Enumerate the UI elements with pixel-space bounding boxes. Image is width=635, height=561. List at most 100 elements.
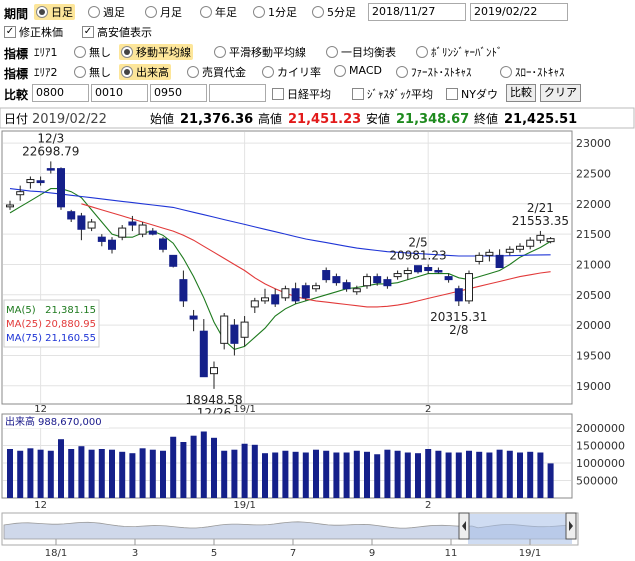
navigator-tick-label: 7 [290,548,296,559]
period-weekly-radio[interactable]: 週足 [88,4,125,20]
ind2-turnover-radio[interactable]: 売買代金 [187,64,246,80]
navigator-selection[interactable] [468,514,572,544]
volume-bar [425,449,432,498]
nydow-checkbox[interactable]: NYダウ [446,86,498,102]
ind2-deviation-radio[interactable]: カイリ率 [262,64,321,80]
candle [536,234,545,241]
stock-chart: 日付 2019/02/22 始値 21,376.36 高値 21,451.23 … [0,107,635,559]
navigator-right-handle[interactable] [565,512,577,540]
annotation-label: 2/5 [408,236,427,250]
annotation-label: 21553.35 [512,214,569,228]
ind2-none-radio[interactable]: 無し [74,64,111,80]
ind2-macd-radio[interactable]: MACD [334,64,382,77]
annotation-label: 18948.58 [185,393,242,407]
chart-header [0,107,635,129]
indicator2-label: 指標 [4,67,29,81]
ma25-legend-label: MA(25) [6,319,42,330]
volume-bar [98,449,105,498]
candle [148,230,157,235]
clear-button[interactable]: クリア [540,84,581,102]
volume-tick-label: 500000 [576,475,618,488]
candle [210,367,218,375]
adjusted-price-checkbox[interactable]: ✓ 修正株価 [4,26,63,39]
ma5-legend-value: 21,381.15 [45,305,96,316]
annotation-label: 2/8 [449,323,468,337]
candle [454,288,463,302]
period-daily-radio[interactable]: 日足 [34,4,75,20]
candle [57,168,65,208]
volume-bar [506,450,513,498]
candle [526,239,535,247]
period-1min-radio[interactable]: 1分足 [253,4,297,20]
volume-bar [149,449,156,498]
volume-bar [302,452,309,498]
nikkei-checkbox[interactable]: 日経平均 [272,86,331,102]
candle [199,330,208,378]
candle [159,238,167,250]
date-from-input[interactable]: 2018/11/27 [368,3,466,21]
candle [261,297,269,302]
ma-line-MA(5) [9,188,551,351]
candle [363,276,371,287]
volume-bar [333,452,340,498]
compare-code-1[interactable]: 0800 [32,84,89,102]
period-monthly-radio[interactable]: 月足 [145,4,182,20]
price-tick-label: 19500 [576,349,611,362]
ind2-fast-stoch-radio[interactable]: ﾌｧｰｽﾄ･ｽﾄｷｬｽ [396,64,472,80]
compare-code-3[interactable]: 0950 [150,84,207,102]
price-tick-label: 19000 [576,380,611,393]
volume-bar [486,452,493,498]
candle [169,254,178,267]
ind1-none-radio[interactable]: 無し [74,44,111,60]
header-close-label: 終値 [474,111,498,126]
volume-bar [445,452,452,498]
ind1-bollinger-radio[interactable]: ﾎﾞﾘﾝｼﾞｬｰﾊﾞﾝﾄﾞ [416,44,503,60]
candle [16,191,25,196]
candle [240,321,249,338]
indicator1-row: 指標 ｴﾘｱ1 無し 移動平均線 平滑移動平均線 一目均衡表 ﾎﾞﾘﾝｼﾞｬｰﾊ… [0,42,635,62]
volume-bar [47,450,54,498]
navigator-left-handle[interactable] [458,512,470,540]
ma-legend [3,299,100,348]
volume-bar [323,450,330,498]
candle [546,238,555,243]
volume-axis: 500000 1000000 1500000 2000000 [576,422,625,488]
volume-x-tick-label: 12 [34,500,47,511]
header-date: 2019/02/22 [32,112,107,127]
ind2-slow-stoch-radio[interactable]: ｽﾛｰ･ｽﾄｷｬｽ [500,64,565,80]
price-tick-label: 21000 [576,258,611,271]
highlow-checkbox[interactable]: ✓ 高安値表示 [82,26,152,39]
candle [189,315,198,320]
price-x-tick-label: 19/1 [233,404,255,415]
price-axis: 19000 19500 20000 20500 21000 21500 22000 22500… [576,137,611,393]
volume-bar [292,451,299,498]
ind1-ma-radio[interactable]: 移動平均線 [119,44,193,60]
candle [475,254,484,262]
volume-x-tick-label: 2 [425,500,431,511]
header-low: 21,348.67 [396,112,469,127]
candle [424,267,433,272]
candle [128,221,137,226]
volume-bar [262,453,268,498]
volume-bar [251,444,258,498]
compare-code-2[interactable]: 0010 [91,84,148,102]
ind1-ema-radio[interactable]: 平滑移動平均線 [214,44,306,60]
ind2-volume-radio[interactable]: 出来高 [119,64,171,80]
volume-bar [394,450,401,498]
volume-bar [517,452,523,498]
period-label: 期間 [4,7,29,21]
navigator-tick-label: 9 [369,548,375,559]
price-x-tick-label: 2 [425,404,431,415]
period-yearly-radio[interactable]: 年足 [200,4,237,20]
ind1-ichimoku-radio[interactable]: 一目均衡表 [326,44,396,60]
jasdaq-checkbox[interactable]: ｼﾞｬｽﾀﾞｯｸ平均 [352,86,433,102]
period-5min-radio[interactable]: 5分足 [312,4,356,20]
price-grid [3,132,571,403]
volume-bar [282,450,289,498]
compare-code-4[interactable] [209,84,266,102]
compare-button[interactable]: 比較 [506,84,536,102]
volume-x-tick-label: 19/1 [233,500,255,511]
volume-tick-label: 2000000 [576,422,625,435]
volume-bar [200,431,207,498]
date-to-input[interactable]: 2019/02/22 [470,3,568,21]
